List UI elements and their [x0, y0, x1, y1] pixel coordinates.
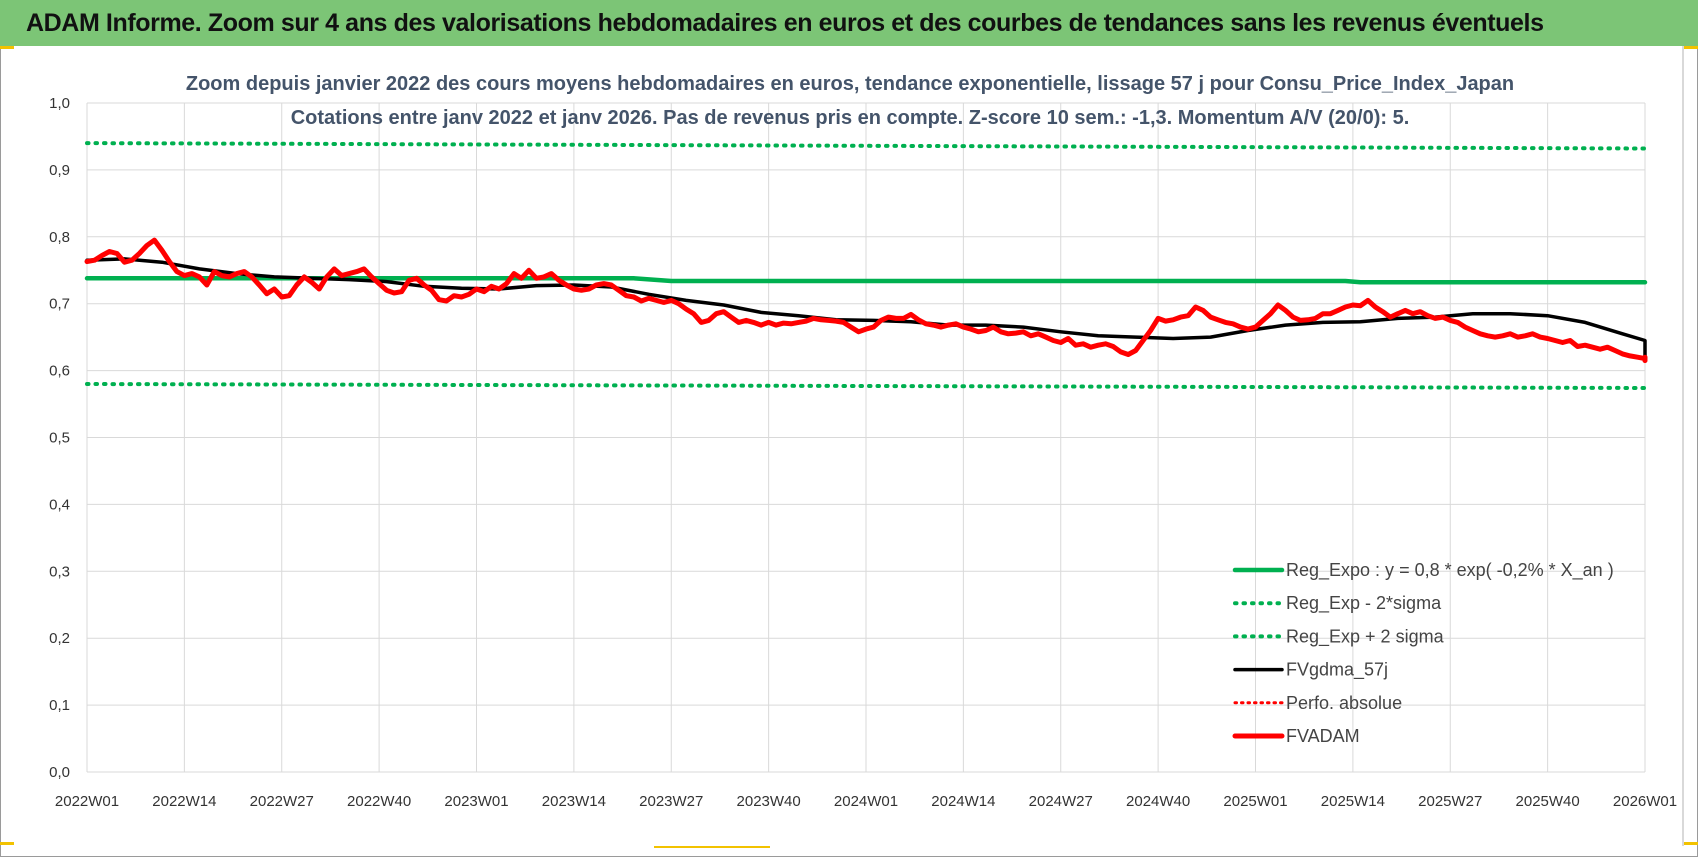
x-tick-label: 2026W01	[1613, 793, 1677, 810]
corner-accent	[1684, 46, 1698, 49]
corner-accent	[0, 46, 14, 49]
x-tick-label: 2023W27	[639, 793, 703, 810]
y-tick-label: 0,2	[49, 630, 70, 647]
x-tick-label: 2023W14	[542, 793, 606, 810]
legend-label: FVADAM	[1286, 726, 1360, 746]
y-tick-label: 0,6	[49, 363, 70, 380]
page-title: ADAM Informe. Zoom sur 4 ans des valoris…	[26, 9, 1544, 37]
x-tick-label: 2023W40	[737, 793, 801, 810]
title-bar: ADAM Informe. Zoom sur 4 ans des valoris…	[0, 0, 1698, 46]
x-tick-label: 2024W14	[931, 793, 995, 810]
x-tick-label: 2022W14	[152, 793, 216, 810]
y-axis-ticks: 0,0 0,1 0,2 0,3 0,4 0,5 0,6 0,7 0,8 0,9 1,0	[49, 95, 70, 781]
y-tick-label: 0,8	[49, 229, 70, 246]
legend-label: Reg_Exp + 2 sigma	[1286, 626, 1445, 647]
y-tick-label: 0,1	[49, 697, 70, 714]
y-tick-label: 0,5	[49, 430, 70, 447]
x-axis-ticks: 2022W01 2022W14 2022W27 2022W40 2023W01 2023W…	[55, 793, 1677, 810]
x-tick-label: 2022W01	[55, 793, 119, 810]
y-tick-label: 0,9	[49, 162, 70, 179]
x-tick-label: 2025W01	[1223, 793, 1287, 810]
legend: Reg_Expo : y = 0,8 * exp( -0,2% * X_an )…	[1232, 560, 1614, 746]
bottom-accent	[654, 846, 770, 848]
legend-label: Perfo. absolue	[1286, 693, 1402, 713]
right-accent	[1682, 46, 1684, 846]
series-layer	[84, 141, 1648, 390]
legend-label: Reg_Exp - 2*sigma	[1286, 593, 1442, 614]
y-tick-label: 0,4	[49, 496, 70, 513]
corner-accent	[1684, 842, 1698, 845]
y-tick-label: 0,3	[49, 563, 70, 580]
x-tick-label: 2025W27	[1418, 793, 1482, 810]
x-tick-label: 2023W01	[444, 793, 508, 810]
y-tick-label: 1,0	[49, 95, 70, 112]
legend-label: FVgdma_57j	[1286, 660, 1388, 681]
x-tick-label: 2024W27	[1029, 793, 1093, 810]
x-tick-label: 2024W01	[834, 793, 898, 810]
x-tick-label: 2025W14	[1321, 793, 1385, 810]
legend-label: Reg_Expo : y = 0,8 * exp( -0,2% * X_an )	[1286, 560, 1614, 581]
x-tick-label: 2024W40	[1126, 793, 1190, 810]
x-tick-label: 2022W40	[347, 793, 411, 810]
chart-title: Zoom depuis janvier 2022 des cours moyen…	[186, 73, 1514, 95]
chart-subtitle: Cotations entre janv 2022 et janv 2026. …	[291, 107, 1410, 129]
series-fvadam	[84, 237, 1648, 364]
y-tick-label: 0,7	[49, 296, 70, 313]
y-tick-label: 0,0	[49, 764, 70, 781]
x-tick-label: 2025W40	[1516, 793, 1580, 810]
corner-accent	[0, 842, 14, 845]
gridlines	[86, 102, 1646, 773]
x-tick-label: 2022W27	[250, 793, 314, 810]
